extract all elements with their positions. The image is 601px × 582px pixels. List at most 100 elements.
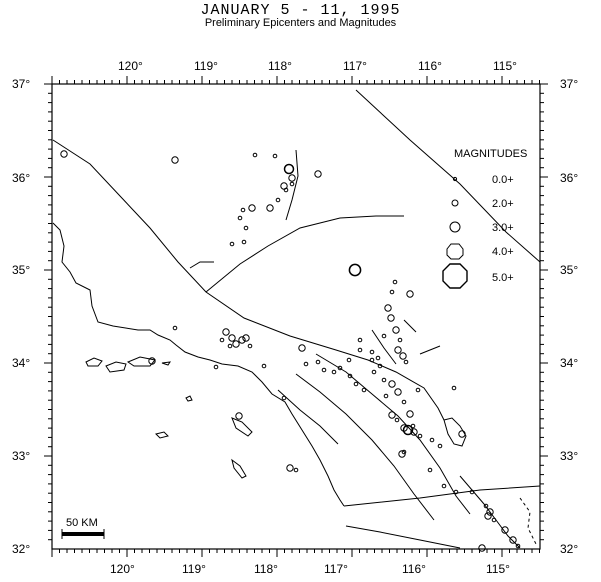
epicenter-marker [235,412,243,420]
epicenter-marker [241,239,247,245]
lat-label-32-left: 32° [12,542,30,556]
island-santa-cruz [126,356,156,367]
epicenter-marker [401,399,407,405]
longitude-labels-bottom: 120° 119° 118° 117° 116° 115° [110,562,510,576]
epicenter-marker [266,204,274,212]
fault-mojave-lines [371,319,441,365]
epicenter-marker [148,357,156,365]
epicenter-marker [491,517,497,523]
scale-bar: 50 KM [61,517,105,539]
epicenter-marker [289,181,295,187]
epicenter-marker [228,334,236,342]
gulf-coast [519,497,537,545]
epicenter-marker [406,290,414,298]
epicenter-marker [394,388,402,396]
epicenter-marker [402,424,414,436]
lat-label-37-right: 37° [560,77,578,91]
lon-label-120-top: 120° [118,59,143,73]
epicenter-marker [501,526,509,534]
magnitude-legend: MAGNITUDES 0.0+ 2.0+ 3.0+ 4.0+ 5.0+ [442,148,527,289]
epicenter-marker [237,215,243,221]
epicenter-marker [252,152,258,158]
epicenter-marker [275,197,281,203]
epicenter-marker [406,410,414,418]
latitude-labels-right: 37° 36° 35° 34° 33° 32° [560,77,578,556]
lat-label-35-right: 35° [560,263,578,277]
lon-label-118-top: 118° [268,59,292,73]
lon-label-119-top: 119° [194,59,218,73]
epicenter-marker [417,433,423,439]
epicenter-marker [392,279,398,285]
lon-label-118-bottom: 118° [254,562,278,576]
latitude-labels-left: 37° 36° 35° 34° 33° 32° [12,77,30,556]
epicenter-marker [515,543,521,549]
island-santa-catalina [231,417,253,437]
epicenter-markers [60,150,521,552]
epicenter-marker [357,337,363,343]
legend-title: MAGNITUDES [454,148,527,160]
island-santa-barbara [185,395,193,402]
epicenter-marker [381,333,387,339]
epicenter-marker [247,343,253,349]
epicenter-marker [369,349,375,355]
fault-garlock [205,215,404,293]
faults [52,89,541,549]
epicenter-marker [357,347,363,353]
legend-label-5: 5.0+ [492,272,514,284]
epicenter-marker [248,204,256,212]
epicenter-marker [331,369,337,375]
epicenter-marker [383,393,389,399]
epicenter-marker [361,387,367,393]
epicenter-marker [353,381,359,387]
longitude-labels-top: 120° 119° 118° 117° 116° 115° [118,59,517,73]
epicenter-marker [227,343,233,349]
lon-label-117-top: 117° [343,59,367,73]
lon-label-116-bottom: 116° [402,562,426,576]
epicenter-marker [283,163,295,175]
epicenter-marker [171,156,179,164]
epicenter-marker [384,304,392,312]
island-san-miguel [85,357,103,367]
epicenter-marker [437,443,443,449]
epicenter-marker [394,346,402,354]
scale-bar-label: 50 KM [66,517,98,529]
epicenter-marker [410,428,418,436]
epicenter-marker [441,483,447,489]
epicenter-marker [60,150,68,158]
epicenter-marker [375,355,381,361]
epicenter-marker [347,373,353,379]
epicenter-marker [371,369,377,375]
epicenter-marker [389,289,395,295]
legend-label-2: 2.0+ [492,198,514,210]
fault-newport [277,389,339,445]
island-san-clemente [231,458,247,479]
epicenter-marker [392,326,400,334]
epicenter-marker [315,359,321,365]
epicenter-marker [242,334,250,342]
lon-label-119-bottom: 119° [182,562,206,576]
epicenter-marker [399,352,407,360]
legend-symbol-4 [446,243,464,260]
scale-bar-line [62,532,104,536]
epicenter-marker [222,328,230,336]
epicenter-marker [229,241,235,247]
lat-label-35-left: 35° [12,263,30,277]
border-baja-inner [345,525,461,549]
lat-label-34-left: 34° [12,356,30,370]
epicenter-marker [388,380,396,388]
epicenter-marker [486,508,494,516]
epicenter-marker [346,357,352,363]
epicenter-marker [387,314,395,322]
coastline [52,222,345,507]
fault-owens-valley [285,149,299,221]
island-san-nicolas [155,431,169,439]
epicenter-marker [397,337,403,343]
fault-san-andreas [52,139,445,421]
epicenter-marker [213,364,219,370]
lat-label-37-left: 37° [12,77,30,91]
epicenter-marker [321,367,327,373]
epicenter-marker [243,225,249,231]
epicenter-marker [240,207,246,213]
legend-label-0: 0.0+ [492,174,514,186]
epicenter-marker [219,337,225,343]
